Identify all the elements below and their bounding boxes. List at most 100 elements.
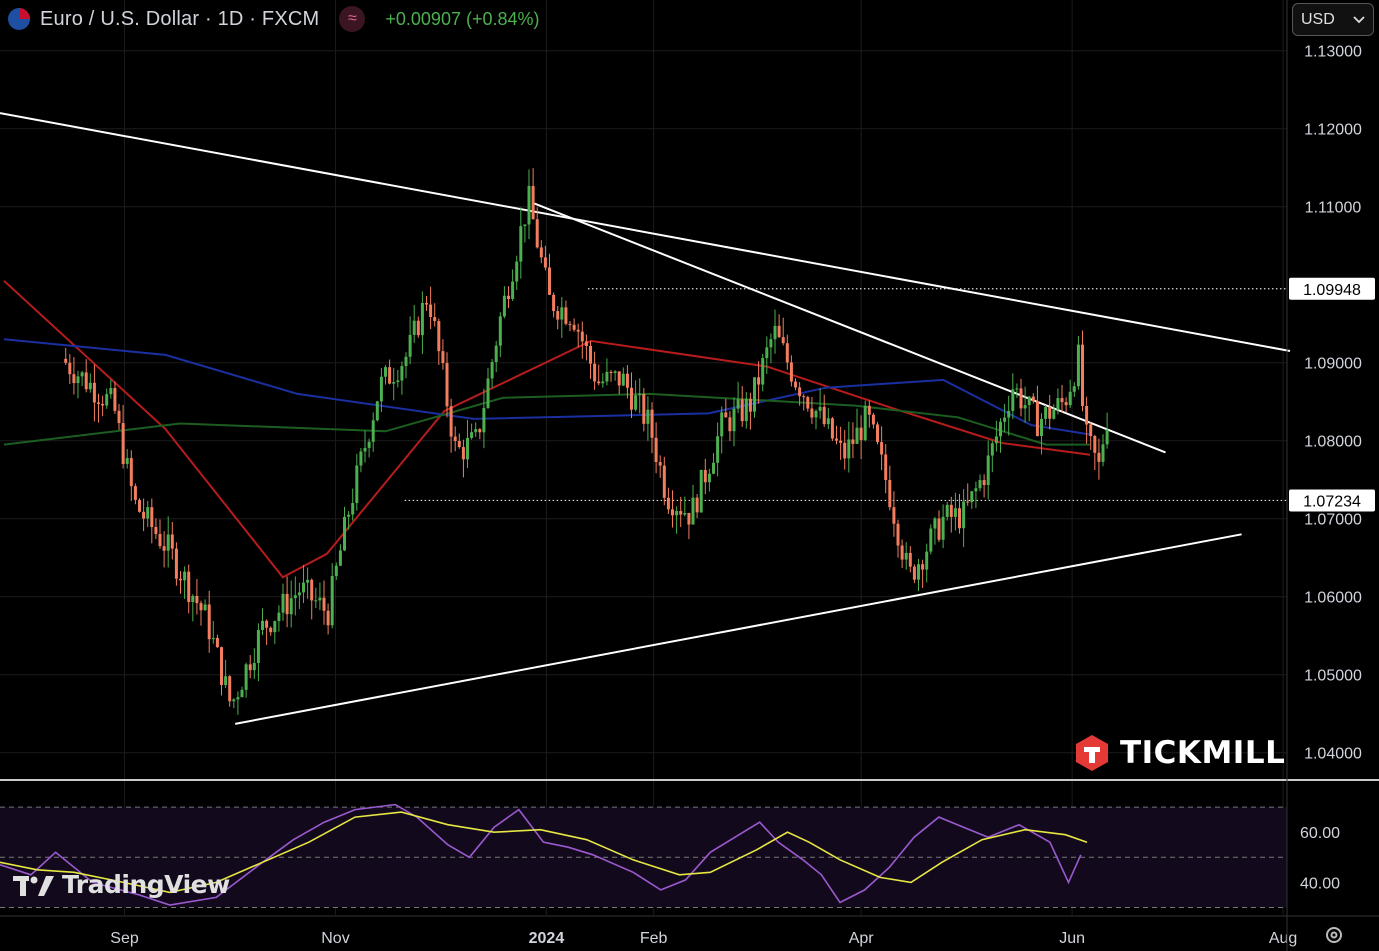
- candle-body: [535, 219, 539, 248]
- candle-body: [1027, 396, 1031, 406]
- candle-body: [687, 513, 691, 525]
- candle-body: [400, 365, 404, 381]
- y-tick-label: 1.08000: [1304, 434, 1362, 451]
- candle-body: [72, 374, 76, 384]
- candle-body: [289, 598, 293, 615]
- candle-body: [593, 363, 597, 382]
- candle-body: [97, 402, 101, 404]
- candle-body: [896, 523, 900, 546]
- candle-body: [293, 595, 297, 599]
- candle-body: [445, 363, 449, 407]
- y-tick-label: 1.05000: [1304, 668, 1362, 685]
- candle-body: [1031, 396, 1035, 402]
- candle-body: [1007, 410, 1011, 418]
- candle-body: [646, 409, 650, 424]
- candle-body: [605, 371, 609, 382]
- candle-body: [970, 491, 974, 503]
- x-tick-label: 2024: [529, 930, 565, 947]
- candle-body: [379, 376, 383, 402]
- candle-body: [1072, 386, 1076, 392]
- candle-body: [953, 508, 957, 517]
- candle-body: [966, 501, 970, 503]
- candle-body: [642, 393, 646, 424]
- candle-body: [892, 507, 896, 524]
- candle-body: [531, 185, 535, 220]
- candle-body: [1085, 405, 1089, 425]
- candle-body: [802, 396, 806, 398]
- candle-body: [1064, 402, 1068, 406]
- candle-body: [753, 377, 757, 412]
- currency-select[interactable]: USD: [1292, 3, 1374, 36]
- candle-body: [486, 378, 490, 408]
- candle-body: [937, 518, 941, 540]
- candle-body: [810, 408, 814, 418]
- candle-body: [318, 597, 322, 601]
- price-label-box: [1289, 489, 1375, 512]
- candle-body: [228, 676, 232, 702]
- candle-body: [736, 399, 740, 409]
- candle-body: [1035, 401, 1039, 436]
- candle-body: [982, 480, 986, 485]
- candle-body: [548, 267, 552, 295]
- candle-body: [359, 451, 363, 466]
- y-tick-label: 1.12000: [1304, 122, 1362, 139]
- candle-body: [748, 398, 752, 412]
- candle-body: [203, 604, 207, 611]
- candle-body: [625, 373, 629, 388]
- candle-body: [240, 689, 244, 698]
- rsi-ma-line: [0, 811, 1088, 894]
- candle-body: [773, 325, 777, 340]
- candle-body: [261, 620, 265, 630]
- symbol-title[interactable]: Euro / U.S. Dollar · 1D · FXCM: [40, 7, 320, 30]
- candle-body: [68, 362, 72, 375]
- y-tick-label: 1.06000: [1304, 590, 1362, 607]
- candle-body: [396, 380, 400, 383]
- settings-icon[interactable]: [1323, 924, 1345, 946]
- candle-body: [757, 377, 761, 385]
- candle-body: [1056, 398, 1060, 410]
- candle-body: [576, 329, 580, 332]
- candle-body: [584, 341, 588, 346]
- candle-body: [466, 437, 470, 460]
- candle-body: [1052, 409, 1056, 419]
- candle-body: [859, 427, 863, 441]
- candle-body: [556, 311, 560, 320]
- candle-body: [367, 441, 371, 448]
- candle-body: [839, 440, 843, 443]
- x-tick-label: Sep: [110, 930, 139, 947]
- x-tick-label: Aug: [1269, 930, 1297, 947]
- y-tick-label: 1.13000: [1304, 44, 1362, 61]
- candle-body: [207, 604, 211, 640]
- candle-body: [183, 571, 187, 581]
- indicator-icon[interactable]: ≈: [339, 6, 366, 32]
- candle-body: [244, 664, 248, 690]
- candle-body: [519, 226, 523, 262]
- rsi-pane: [0, 803, 1287, 908]
- candle-body: [994, 436, 998, 444]
- candle-body: [256, 629, 260, 664]
- candle-body: [1011, 389, 1015, 411]
- horizontal-levels: [404, 288, 1287, 502]
- candle-body: [740, 399, 744, 422]
- candle-body: [650, 409, 654, 438]
- candle-body: [884, 454, 888, 481]
- rsi-tick-label: 60.00: [1300, 825, 1340, 842]
- candle-body: [375, 401, 379, 421]
- y-tick-label: 1.09000: [1304, 356, 1362, 373]
- candle-body: [855, 427, 859, 444]
- candle-body: [482, 407, 486, 433]
- candle-body: [1060, 398, 1064, 403]
- x-tick-label: Apr: [849, 930, 875, 947]
- candle-body: [716, 436, 720, 463]
- candle-body: [978, 480, 982, 489]
- candle-body: [191, 596, 195, 602]
- candle-body: [101, 403, 105, 406]
- candle-body: [695, 497, 699, 513]
- candle-body: [634, 395, 638, 410]
- candle-body: [64, 358, 68, 363]
- candle-body: [1068, 391, 1072, 406]
- candle-body: [621, 373, 625, 386]
- candle-body: [306, 579, 310, 583]
- candle-body: [871, 414, 875, 425]
